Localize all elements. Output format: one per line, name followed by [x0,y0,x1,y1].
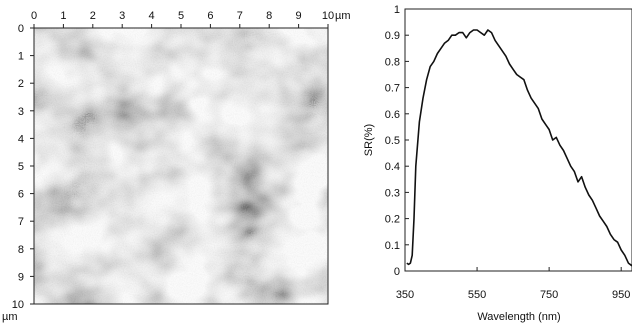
x-axis: 350 550 750 950 [396,267,630,301]
afm-x-tick-label: 5 [178,10,184,22]
y-tick-label: 0 [394,266,400,278]
y-tick-label: 0.5 [385,135,400,147]
afm-y-unit: µm [2,311,18,323]
y-tick-label: 0.1 [385,240,400,252]
afm-x-tick-label: 10 [322,10,334,22]
y-tick-label: 1 [394,4,400,16]
afm-y-tick-label: 3 [18,106,24,118]
afm-y-tick-label: 10 [12,299,24,311]
afm-x-tick-label: 3 [119,10,125,22]
afm-y-tick-label: 8 [18,244,24,256]
x-axis-label: Wavelength (nm) [477,311,560,323]
afm-x-tick-label: 7 [237,10,243,22]
afm-y-tick-label: 1 [18,51,24,63]
afm-x-tick-label: 1 [60,10,66,22]
y-tick-label: 0.4 [385,161,400,173]
afm-y-axis: 0 1 2 3 4 5 6 7 8 9 10 [12,23,34,311]
afm-x-tick-label: 6 [207,10,213,22]
afm-y-tick-label: 5 [18,161,24,173]
y-tick-label: 0.8 [385,56,400,68]
afm-x-tick-label: 8 [266,10,272,22]
afm-x-tick-label: 0 [31,10,37,22]
y-tick-label: 0.6 [385,109,400,121]
afm-panel: 0 1 2 3 4 5 6 7 8 9 10 0 1 2 3 4 5 6 7 8 9 10 µm µm [2,10,351,323]
afm-y-tick-label: 0 [18,23,24,35]
x-tick-label: 550 [468,289,486,301]
afm-y-tick-label: 6 [18,189,24,201]
x-tick-label: 950 [612,289,630,301]
y-axis: 0 0.1 0.2 0.3 0.4 0.5 0.6 0.7 0.8 0.9 1 [385,4,409,278]
plot-frame [404,8,632,272]
afm-y-tick-label: 7 [18,216,24,228]
y-tick-label: 0.3 [385,187,400,199]
y-tick-label: 0.2 [385,214,400,226]
afm-x-unit: µm [335,10,351,22]
afm-image [34,28,328,304]
afm-y-tick-label: 2 [18,78,24,90]
y-axis-label: SR(%) [363,124,375,156]
afm-y-tick-label: 9 [18,271,24,283]
sr-series-line [406,29,632,267]
afm-y-tick-label: 4 [18,133,24,145]
afm-x-tick-label: 2 [90,10,96,22]
y-tick-label: 0.7 [385,83,400,95]
afm-x-tick-label: 9 [296,10,302,22]
sr-chart: 0 0.1 0.2 0.3 0.4 0.5 0.6 0.7 0.8 0.9 1 350 550 750 9… [363,4,632,323]
x-tick-label: 750 [540,289,558,301]
afm-x-tick-label: 4 [149,10,155,22]
y-tick-label: 0.9 [385,30,400,42]
afm-x-axis: 0 1 2 3 4 5 6 7 8 9 10 [31,10,334,28]
x-tick-label: 350 [396,289,414,301]
